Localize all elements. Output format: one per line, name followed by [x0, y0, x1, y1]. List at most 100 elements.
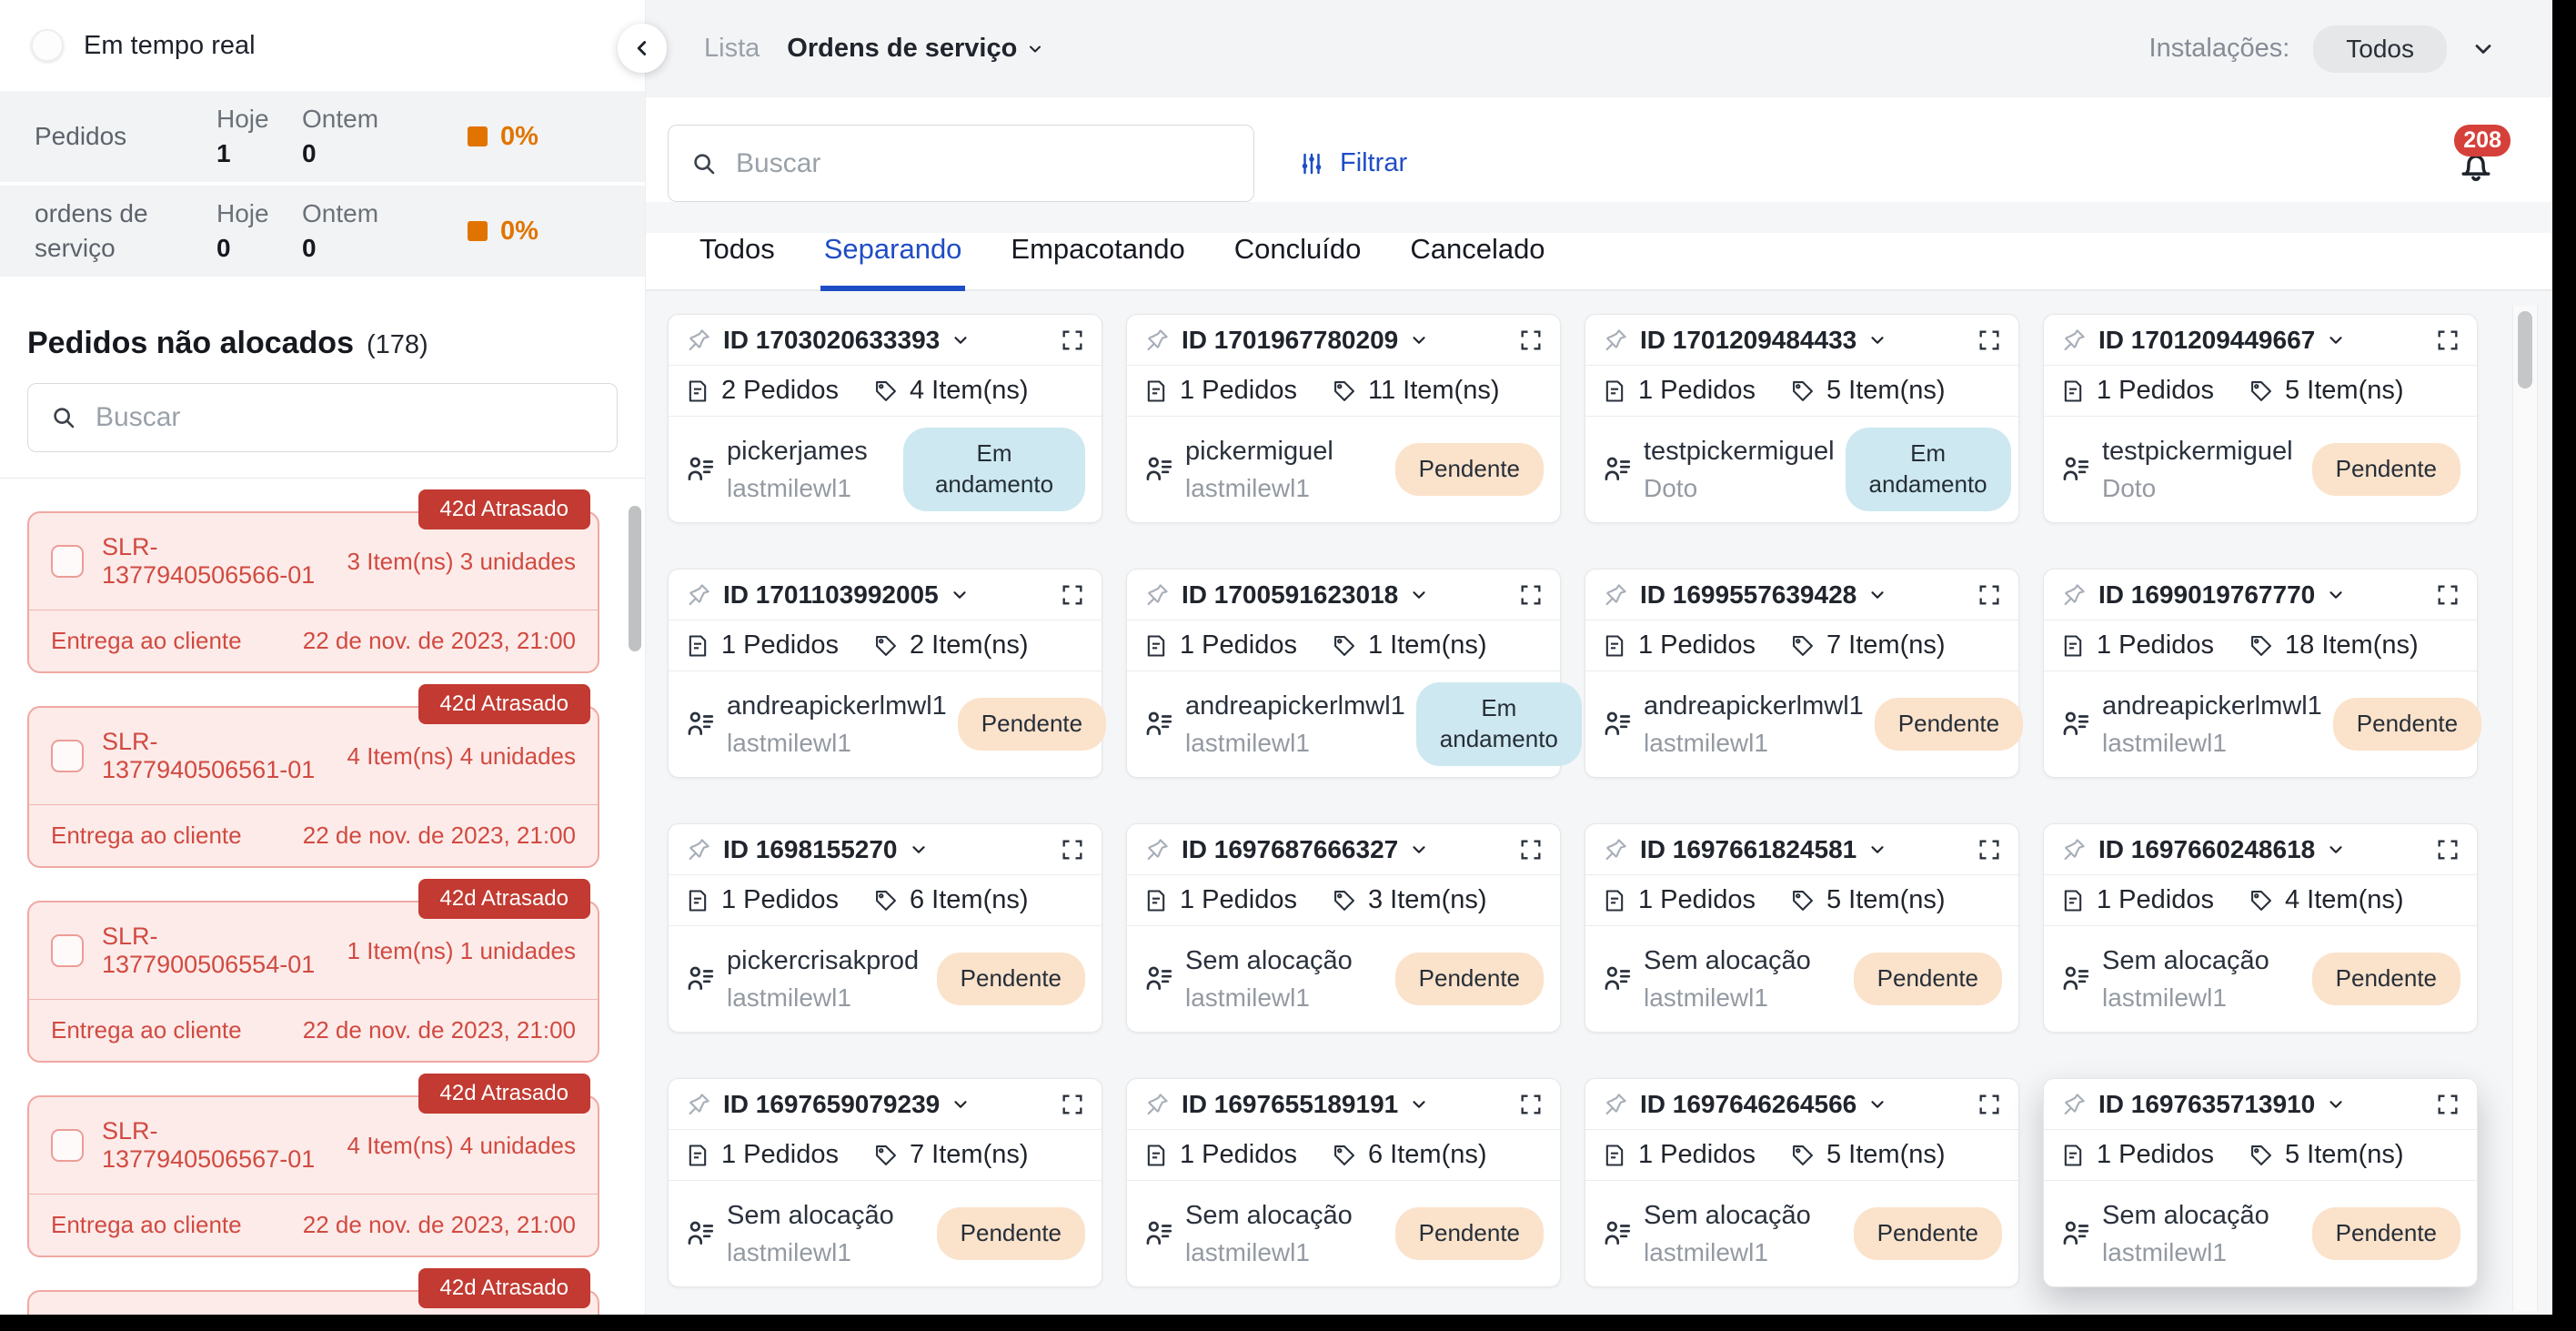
- status-badge: Pendente: [936, 953, 1085, 1005]
- main-search-box[interactable]: [668, 125, 1254, 202]
- sidebar-scrollbar-thumb[interactable]: [629, 506, 641, 651]
- expand-icon[interactable]: [1060, 1092, 1085, 1117]
- facilities-selector: Instalações: Todos: [2149, 25, 2496, 73]
- work-order-card[interactable]: ID 1698155270 1 Pedidos 6 Item(ns): [668, 823, 1102, 1033]
- chevron-down-icon[interactable]: [1409, 585, 1429, 605]
- work-order-card[interactable]: ID 1701103992005 1 Pedidos 2 Item(ns): [668, 569, 1107, 778]
- work-order-id[interactable]: ID 1699019767770: [2098, 580, 2316, 609]
- work-order-id[interactable]: ID 1701209484433: [1640, 325, 1857, 354]
- unallocated-order-card[interactable]: SLR-1377940506566-01 3 Item(ns) 3 unidad…: [27, 511, 599, 673]
- chevron-down-icon[interactable]: [2326, 330, 2346, 350]
- work-order-id[interactable]: ID 1697635713910: [2098, 1089, 2316, 1118]
- facility-name: lastmilewl1: [1185, 473, 1310, 502]
- expand-icon[interactable]: [1977, 1092, 2002, 1117]
- chevron-down-icon[interactable]: [950, 585, 970, 605]
- filter-button[interactable]: Filtrar: [1298, 148, 1407, 178]
- search-icon: [50, 404, 77, 431]
- expand-icon[interactable]: [2435, 328, 2460, 353]
- work-order-card[interactable]: ID 1697635713910 1 Pedidos 5 Item(ns): [2043, 1078, 2478, 1287]
- chevron-down-icon[interactable]: [1867, 585, 1887, 605]
- work-order-card[interactable]: ID 1700591623018 1 Pedidos 1 Item(ns): [1126, 569, 1582, 778]
- chevron-down-icon[interactable]: [2470, 36, 2496, 62]
- chevron-down-icon[interactable]: [2326, 840, 2346, 860]
- unallocated-order-card[interactable]: SLR-1377900506554-01 1 Item(ns) 1 unidad…: [27, 901, 599, 1063]
- unallocated-order-card[interactable]: SLR-1377940506561-01 4 Item(ns) 4 unidad…: [27, 706, 599, 868]
- chevron-down-icon[interactable]: [1867, 1094, 1887, 1114]
- sidebar-search-input[interactable]: [96, 402, 595, 433]
- expand-icon[interactable]: [1518, 582, 1544, 608]
- order-checkbox[interactable]: [51, 545, 84, 578]
- work-order-id[interactable]: ID 1697661824581: [1640, 834, 1857, 863]
- work-order-card[interactable]: ID 1697646264566 1 Pedidos 5 Item(ns): [1585, 1078, 2019, 1287]
- expand-icon[interactable]: [1977, 837, 2002, 862]
- work-order-id[interactable]: ID 1700591623018: [1182, 580, 1399, 609]
- expand-icon[interactable]: [1060, 328, 1085, 353]
- work-order-id[interactable]: ID 1697646264566: [1640, 1089, 1857, 1118]
- sidebar-search-box[interactable]: [27, 383, 618, 452]
- work-order-id[interactable]: ID 1701967780209: [1182, 325, 1399, 354]
- chevron-down-icon[interactable]: [951, 330, 971, 350]
- work-order-card[interactable]: ID 1701209449667 1 Pedidos 5 Item(ns): [2043, 314, 2478, 523]
- work-order-id[interactable]: ID 1703020633393: [723, 325, 941, 354]
- chevron-down-icon[interactable]: [1409, 840, 1429, 860]
- order-code: SLR-1377940506567-01: [102, 1117, 316, 1173]
- expand-icon[interactable]: [1518, 1092, 1544, 1117]
- chevron-down-icon[interactable]: [951, 1094, 971, 1114]
- chevron-down-icon[interactable]: [909, 840, 929, 860]
- expand-icon[interactable]: [2435, 1092, 2460, 1117]
- order-checkbox[interactable]: [51, 1129, 84, 1162]
- work-order-card[interactable]: ID 1701209484433 1 Pedidos 5 Item(ns): [1585, 314, 2019, 523]
- expand-icon[interactable]: [1060, 582, 1085, 608]
- work-order-card[interactable]: ID 1697659079239 1 Pedidos 7 Item(ns): [668, 1078, 1102, 1287]
- notifications-button[interactable]: 208: [2454, 125, 2511, 185]
- expand-icon[interactable]: [2435, 837, 2460, 862]
- orders-count: 1 Pedidos: [1638, 885, 1756, 914]
- sidebar-collapse-button[interactable]: [618, 24, 667, 73]
- chevron-down-icon[interactable]: [1867, 840, 1887, 860]
- work-order-id[interactable]: ID 1701209449667: [2098, 325, 2316, 354]
- facilities-value-pill[interactable]: Todos: [2313, 25, 2447, 73]
- tab-empacotando[interactable]: Empacotando: [1011, 233, 1185, 265]
- chevron-down-icon[interactable]: [1867, 330, 1887, 350]
- work-order-id[interactable]: ID 1698155270: [723, 834, 898, 863]
- work-order-card[interactable]: ID 1697655189191 1 Pedidos 6 Item(ns): [1126, 1078, 1561, 1287]
- expand-icon[interactable]: [1518, 837, 1544, 862]
- chevron-down-icon[interactable]: [1409, 330, 1429, 350]
- main-search-input[interactable]: [736, 147, 1232, 179]
- chevron-down-icon[interactable]: [1409, 1094, 1429, 1114]
- work-order-id[interactable]: ID 1699557639428: [1640, 580, 1857, 609]
- work-order-card[interactable]: ID 1697661824581 1 Pedidos 5 Item(ns): [1585, 823, 2019, 1033]
- expand-icon[interactable]: [2435, 582, 2460, 608]
- work-order-id[interactable]: ID 1697660248618: [2098, 834, 2316, 863]
- tab-todos[interactable]: Todos: [699, 233, 775, 265]
- work-order-card[interactable]: ID 1703020633393 2 Pedidos 4 Item(ns): [668, 314, 1102, 523]
- chevron-down-icon[interactable]: [2326, 1094, 2346, 1114]
- tab-separando[interactable]: Separando: [820, 233, 966, 291]
- work-order-card[interactable]: ID 1697687666327 1 Pedidos 3 Item(ns): [1126, 823, 1561, 1033]
- work-order-id[interactable]: ID 1697659079239: [723, 1089, 941, 1118]
- order-checkbox[interactable]: [51, 740, 84, 772]
- pin-icon: [2060, 836, 2088, 863]
- chevron-down-icon[interactable]: [2326, 585, 2346, 605]
- realtime-toggle[interactable]: [31, 29, 64, 62]
- work-order-id[interactable]: ID 1697687666327: [1182, 834, 1399, 863]
- work-order-card[interactable]: ID 1699557639428 1 Pedidos 7 Item(ns): [1585, 569, 2024, 778]
- main-scrollbar-thumb[interactable]: [2518, 311, 2532, 388]
- unallocated-order-card[interactable]: SLR-1377940506567-01 4 Item(ns) 4 unidad…: [27, 1095, 599, 1257]
- orders-count: 1 Pedidos: [1180, 630, 1297, 660]
- tab-cancelado[interactable]: Cancelado: [1410, 233, 1545, 265]
- work-order-id[interactable]: ID 1701103992005: [723, 580, 939, 609]
- page-title[interactable]: Ordens de serviço: [787, 34, 1044, 64]
- expand-icon[interactable]: [1977, 582, 2002, 608]
- expand-icon[interactable]: [1518, 328, 1544, 353]
- work-order-id[interactable]: ID 1697655189191: [1182, 1089, 1399, 1118]
- order-checkbox[interactable]: [51, 934, 84, 967]
- overdue-badge: 42d Atrasado: [418, 1074, 590, 1114]
- tab-concluido[interactable]: Concluído: [1233, 233, 1362, 265]
- expand-icon[interactable]: [1060, 837, 1085, 862]
- work-order-card[interactable]: ID 1701967780209 1 Pedidos 11 Item(ns): [1126, 314, 1561, 523]
- main-scrollbar-track[interactable]: [2512, 306, 2538, 1311]
- expand-icon[interactable]: [1977, 328, 2002, 353]
- work-order-card[interactable]: ID 1699019767770 1 Pedidos 18 Item(ns): [2043, 569, 2482, 778]
- work-order-card[interactable]: ID 1697660248618 1 Pedidos 4 Item(ns): [2043, 823, 2478, 1033]
